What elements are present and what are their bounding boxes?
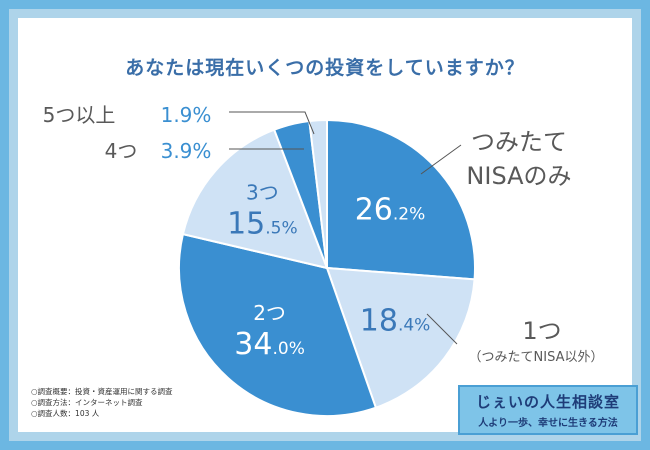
label-nisa-only-line2: NISAのみ [466, 162, 571, 190]
brand-logo: じぇいの人生相談室 人より一歩、幸せに生きる方法 [458, 385, 638, 435]
label-five-dec: .9% [173, 103, 211, 127]
label-four-dec: .9% [173, 139, 211, 163]
leader-line-five [229, 111, 315, 135]
inner-label-dec-2: .0% [272, 339, 304, 359]
logo-tagline: 人より一歩、幸せに生きる方法 [478, 418, 618, 429]
inner-label-name-2: 2つ [253, 301, 286, 325]
label-nisa-only-line1: つみたて [471, 128, 567, 156]
label-four-name: 4つ [105, 139, 138, 163]
leader-line-nisa-only [420, 144, 462, 175]
inner-label-value-1: 18.4% [360, 303, 431, 338]
inner-label-int-0: 26 [355, 193, 393, 228]
survey-notes-line2: ○調査方法：インターネット調査 [31, 398, 143, 407]
inner-label-name-3: 3つ [246, 180, 279, 204]
survey-notes: ○調査概要：投資・資産運用に関する調査 ○調査方法：インターネット調査 ○調査人… [31, 386, 173, 419]
label-five-name: 5つ以上 [43, 103, 116, 127]
survey-notes-line3: ○調査人数：103 人 [31, 409, 100, 418]
leader-line-one [426, 313, 458, 345]
survey-notes-line1: ○調査概要：投資・資産運用に関する調査 [31, 387, 173, 396]
inner-label-value-2: 34.0% [234, 327, 305, 362]
inner-label-value-3: 15.5% [227, 206, 298, 241]
label-five-value: 1.9% [161, 103, 212, 127]
label-one-line2: （つみたてNISA以外） [469, 350, 604, 365]
inner-label-int-1: 18 [360, 303, 398, 338]
inner-label-int-2: 34 [234, 327, 272, 362]
label-four-value: 3.9% [161, 139, 212, 163]
pie-slice-0 [326, 118, 476, 281]
chart-title: あなたは現在いくつの投資をしていますか？ [125, 57, 525, 79]
label-four-int: 3 [161, 139, 174, 163]
inner-label-dec-0: .2% [393, 205, 425, 225]
pie-slice-2 [178, 232, 378, 417]
pie-slice-5 [308, 118, 328, 269]
pie-slice-3 [181, 128, 329, 270]
inner-label-int-3: 15 [227, 206, 265, 241]
inner-label-dec-3: .5% [265, 218, 297, 238]
logo-title: じぇいの人生相談室 [475, 393, 620, 411]
pie-slices [178, 118, 476, 417]
label-five-int: 1 [161, 103, 174, 127]
inner-label-dec-1: .4% [398, 315, 430, 335]
inner-label-value-0: 26.2% [355, 193, 426, 228]
label-one-line1: 1つ [522, 317, 561, 345]
